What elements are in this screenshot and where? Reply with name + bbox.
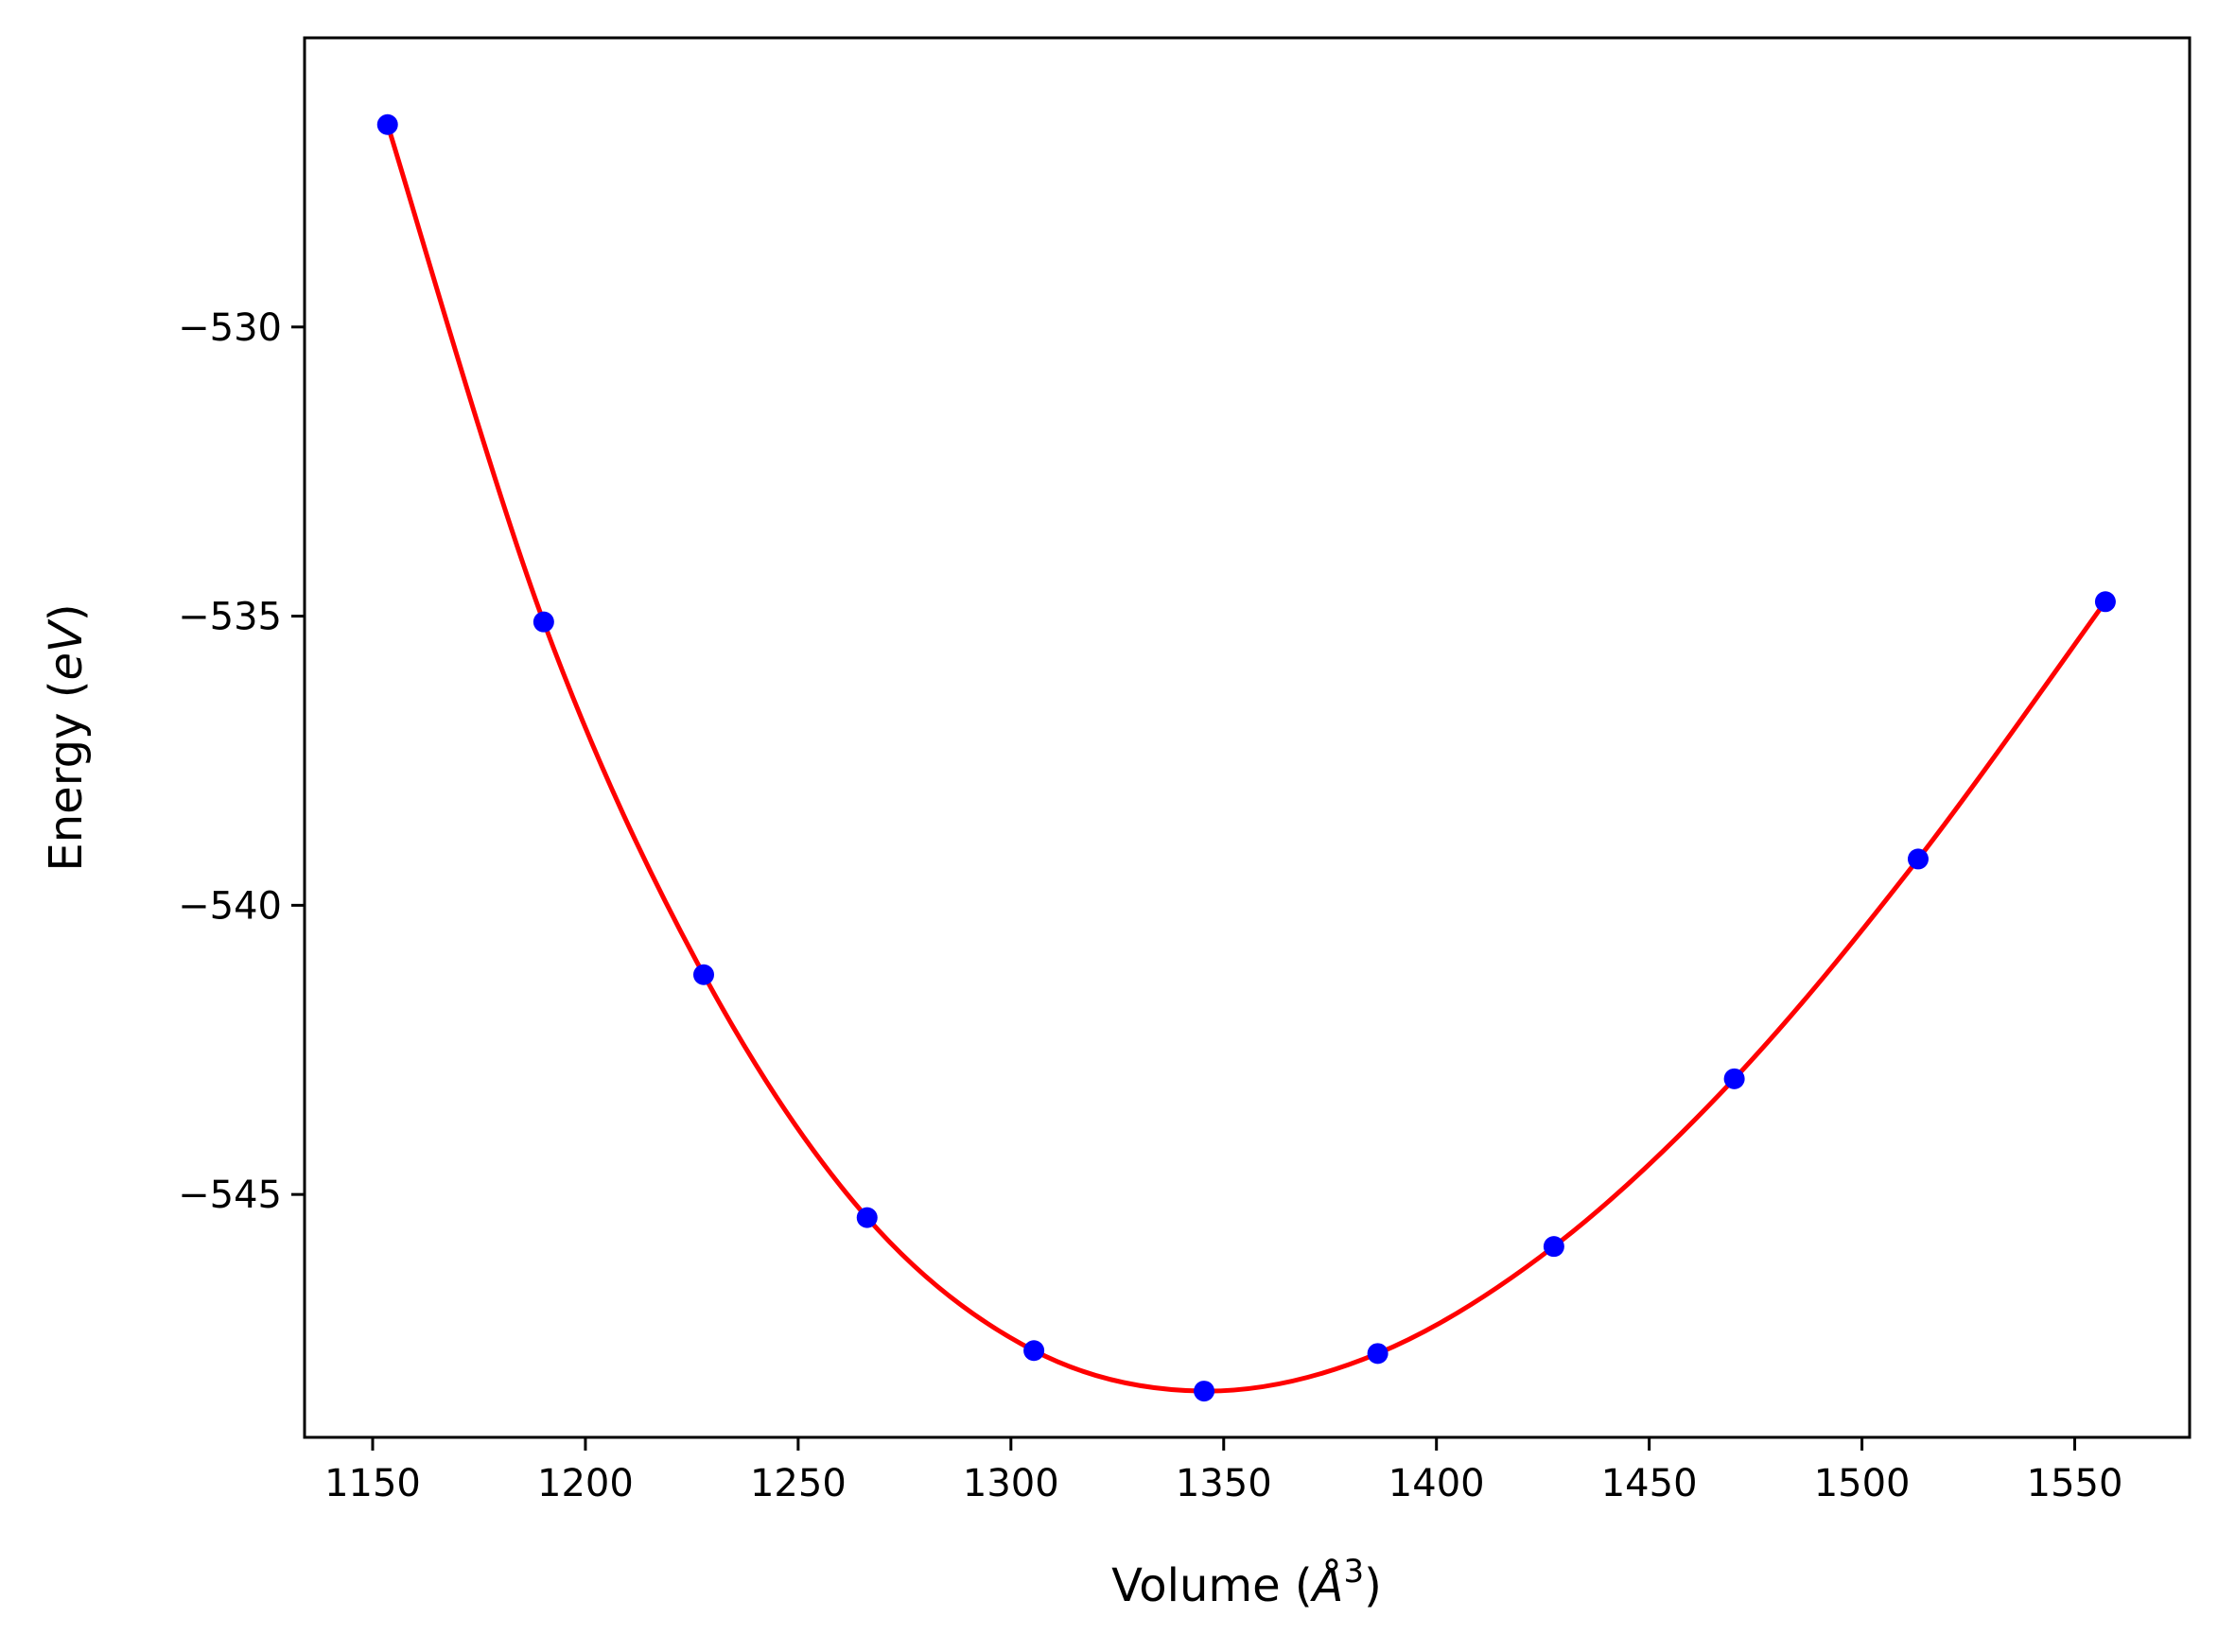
y-tick-label: −545 [178, 1174, 282, 1217]
x-axis: 1150 1200 1250 1300 1350 1400 1450 1500 1550 [324, 1437, 2122, 1505]
plot-area [376, 113, 2116, 1402]
data-point [1907, 848, 1929, 870]
y-tick-label: −540 [178, 884, 282, 928]
x-axis-label: Volume (Å3) [1111, 1553, 1382, 1612]
x-tick-label: 1200 [537, 1462, 634, 1505]
x-tick-label: 1550 [2027, 1462, 2123, 1505]
data-point [1194, 1381, 1215, 1402]
x-tick-label: 1250 [750, 1462, 847, 1505]
data-point [1723, 1068, 1745, 1089]
data-point [692, 964, 714, 985]
y-tick-label: −530 [178, 306, 282, 350]
data-point [1023, 1340, 1045, 1362]
x-axis-unit: Å [1310, 1558, 1344, 1612]
data-point [2094, 591, 2116, 613]
data-point [1367, 1343, 1388, 1365]
y-axis-label-text: Energy [40, 713, 93, 872]
data-point [533, 611, 554, 633]
x-tick-label: 1450 [1601, 1462, 1698, 1505]
x-tick-label: 1300 [963, 1462, 1059, 1505]
x-axis-unit-exponent: 3 [1343, 1553, 1364, 1591]
fit-curve [385, 122, 2108, 1394]
data-point [856, 1207, 878, 1228]
x-tick-label: 1500 [1814, 1462, 1911, 1505]
axes-frame [303, 36, 2192, 1439]
data-point [1543, 1236, 1564, 1258]
data-point [376, 113, 398, 135]
y-axis: −530 −535 −540 −545 [178, 306, 305, 1217]
x-tick-label: 1350 [1176, 1462, 1272, 1505]
x-axis-label-text: Volume [1111, 1559, 1281, 1612]
y-axis-label: Energy (eV) [40, 603, 93, 871]
y-axis-unit: eV [40, 618, 93, 681]
x-tick-label: 1400 [1388, 1462, 1485, 1505]
x-tick-label: 1150 [324, 1462, 421, 1505]
y-tick-label: −535 [178, 596, 282, 639]
